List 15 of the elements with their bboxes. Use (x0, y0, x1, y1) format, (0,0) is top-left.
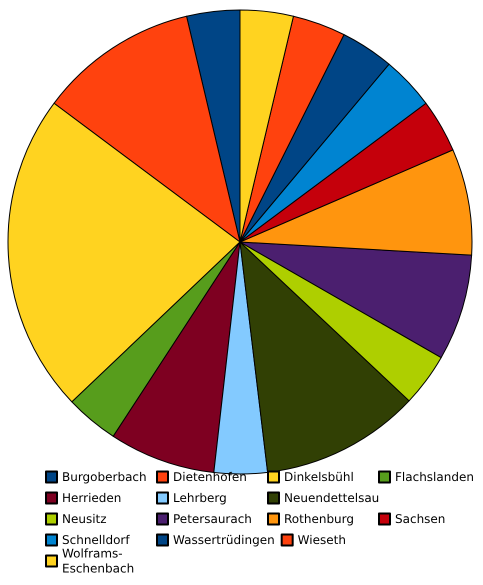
legend-label: Wolframs-Eschenbach (62, 546, 134, 576)
legend-label: Wassertrüdingen (173, 533, 275, 547)
legend-label: Burgoberbach (62, 470, 147, 484)
legend-label: Schnelldorf (62, 533, 130, 547)
legend-label: Wieseth (298, 533, 346, 547)
legend-label: Neuendettelsau (284, 491, 380, 505)
legend-label: Sachsen (395, 512, 446, 526)
legend-label: Herrieden (62, 491, 122, 505)
legend-label: Dietenhofen (173, 470, 247, 484)
legend-label: Neusitz (62, 512, 107, 526)
legend-label: Flachslanden (395, 470, 474, 484)
legend-label: Rothenburg (284, 512, 354, 526)
legend-label: Lehrberg (173, 491, 227, 505)
legend-label: Petersaurach (173, 512, 252, 526)
legend-label: Dinkelsbühl (284, 470, 354, 484)
